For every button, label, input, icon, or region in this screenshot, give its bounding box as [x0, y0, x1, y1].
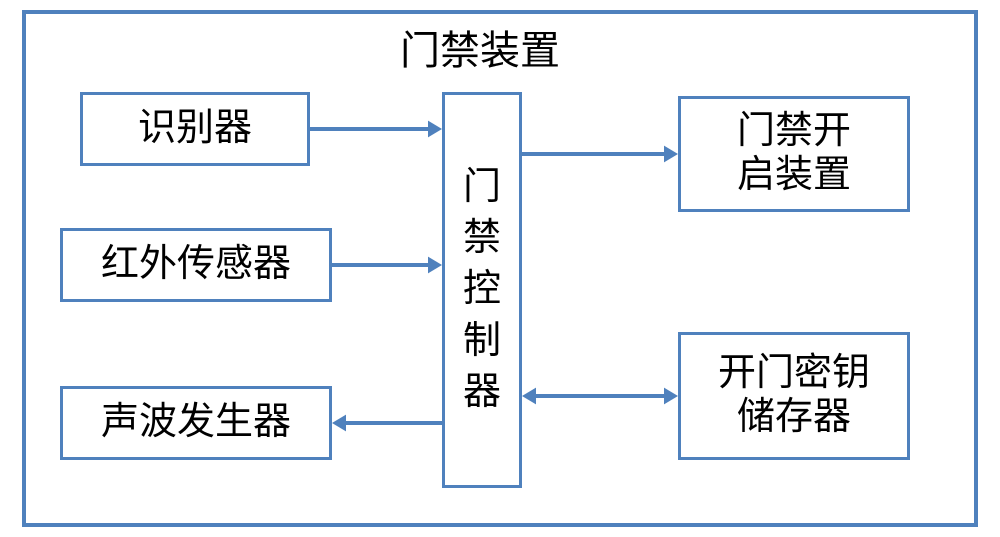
node-label: 门禁控制器 [463, 162, 501, 418]
node-key-storage: 开门密钥储存器 [678, 332, 910, 460]
node-label: 开门密钥储存器 [718, 352, 870, 439]
diagram-title: 门禁装置 [400, 18, 560, 76]
node-label: 红外传感器 [101, 243, 291, 287]
node-door-opener: 门禁开启装置 [678, 96, 910, 212]
node-recognizer: 识别器 [80, 92, 310, 166]
node-label: 声波发生器 [101, 401, 291, 445]
node-sonic-generator: 声波发生器 [60, 386, 332, 460]
node-label: 门禁开启装置 [737, 110, 851, 197]
node-controller: 门禁控制器 [442, 92, 522, 488]
diagram-canvas: 门禁装置 识别器 红外传感器 声波发生器 门禁控制器 门禁开启装置 开门密钥储存… [0, 0, 1000, 537]
node-ir-sensor: 红外传感器 [60, 228, 332, 302]
node-label: 识别器 [138, 107, 252, 151]
